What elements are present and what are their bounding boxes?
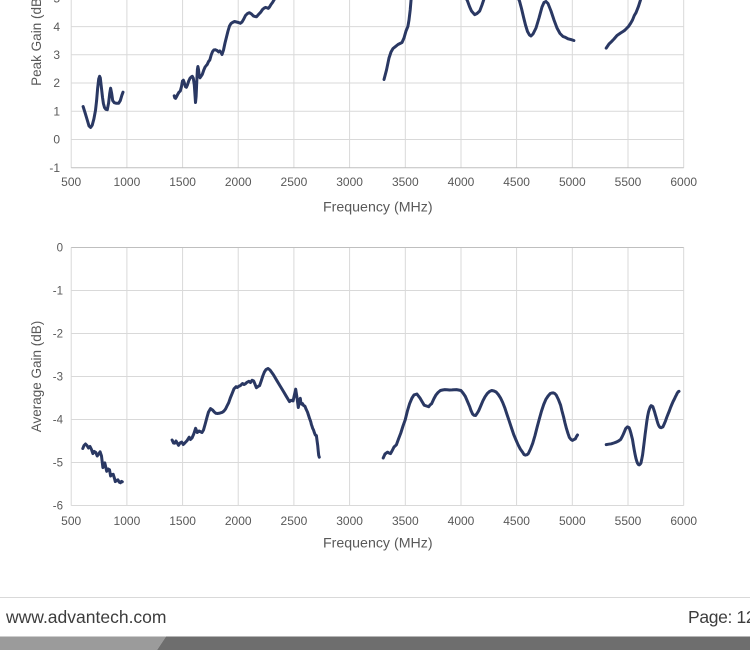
svg-text:5000: 5000 [559, 514, 586, 528]
svg-text:www.advantech.com: www.advantech.com [5, 607, 167, 627]
svg-text:0: 0 [57, 243, 63, 255]
svg-text:4500: 4500 [503, 175, 530, 189]
svg-text:Frequency (MHz): Frequency (MHz) [323, 535, 433, 551]
svg-text:3000: 3000 [336, 175, 363, 189]
svg-text:2000: 2000 [225, 175, 252, 189]
svg-text:2000: 2000 [225, 514, 252, 528]
svg-text:1000: 1000 [114, 514, 141, 528]
svg-text:-1: -1 [49, 161, 60, 175]
svg-text:3: 3 [53, 48, 60, 62]
svg-text:Frequency (MHz): Frequency (MHz) [323, 199, 433, 215]
svg-text:1500: 1500 [169, 175, 196, 189]
svg-text:1000: 1000 [114, 175, 141, 189]
svg-text:4: 4 [53, 20, 60, 34]
svg-text:500: 500 [61, 175, 81, 189]
svg-text:5000: 5000 [559, 175, 586, 189]
svg-text:500: 500 [61, 514, 81, 528]
svg-text:-2: -2 [53, 329, 63, 341]
svg-text:5500: 5500 [615, 175, 642, 189]
svg-text:5: 5 [53, 0, 60, 6]
svg-text:2500: 2500 [281, 175, 308, 189]
svg-text:4000: 4000 [448, 175, 475, 189]
svg-text:3500: 3500 [392, 175, 419, 189]
svg-text:-4: -4 [53, 415, 64, 427]
svg-text:Average Gain (dB): Average Gain (dB) [29, 321, 44, 433]
svg-text:4500: 4500 [503, 514, 530, 528]
svg-text:3500: 3500 [392, 514, 419, 528]
svg-text:6000: 6000 [670, 514, 697, 528]
svg-text:-5: -5 [53, 458, 63, 470]
svg-text:5500: 5500 [615, 514, 642, 528]
svg-text:2500: 2500 [281, 514, 308, 528]
svg-text:4000: 4000 [448, 514, 475, 528]
svg-text:1: 1 [53, 105, 60, 119]
svg-text:3000: 3000 [336, 514, 363, 528]
svg-text:-3: -3 [53, 372, 63, 384]
svg-text:6000: 6000 [670, 175, 697, 189]
svg-text:Page: 128: Page: 128 [688, 607, 750, 627]
svg-text:2: 2 [53, 76, 60, 90]
svg-text:Peak Gain (dB): Peak Gain (dB) [29, 0, 44, 86]
svg-text:-6: -6 [53, 501, 63, 513]
svg-text:1500: 1500 [169, 514, 196, 528]
svg-text:-1: -1 [53, 286, 63, 298]
svg-text:0: 0 [53, 133, 60, 147]
